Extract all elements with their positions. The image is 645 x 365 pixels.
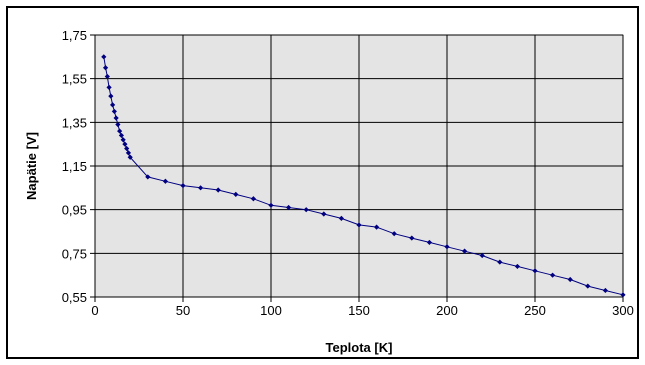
data-point-42 bbox=[602, 287, 608, 294]
data-point-12 bbox=[122, 141, 128, 147]
data-point-23 bbox=[268, 202, 274, 208]
data-point-10 bbox=[118, 132, 124, 139]
data-points bbox=[101, 54, 626, 298]
x-axis-title: Teplota [K] bbox=[326, 340, 393, 355]
data-point-37 bbox=[514, 263, 520, 270]
data-point-4 bbox=[108, 93, 114, 99]
data-point-20 bbox=[215, 187, 221, 193]
data-point-43 bbox=[620, 292, 626, 298]
data-point-32 bbox=[426, 239, 432, 246]
data-point-15 bbox=[127, 154, 133, 160]
data-point-7 bbox=[113, 115, 119, 121]
x-tick-label-6: 300 bbox=[612, 303, 634, 318]
data-point-1 bbox=[102, 65, 109, 71]
data-point-17 bbox=[162, 178, 168, 184]
grid-lines bbox=[90, 34, 624, 302]
data-point-2 bbox=[104, 73, 110, 80]
data-point-24 bbox=[286, 204, 292, 211]
x-tick-label-1: 50 bbox=[176, 303, 190, 318]
data-point-29 bbox=[374, 224, 380, 230]
data-point-18 bbox=[180, 183, 186, 189]
data-point-11 bbox=[120, 137, 126, 143]
data-point-13 bbox=[124, 145, 130, 152]
y-tick-label-0: 0,55 bbox=[62, 290, 87, 305]
data-point-39 bbox=[550, 272, 556, 278]
data-point-22 bbox=[250, 196, 256, 202]
x-tick-label-4: 200 bbox=[436, 303, 458, 318]
x-tick-labels: 0 50 100 150 200 250 300 bbox=[91, 303, 633, 318]
data-point-27 bbox=[338, 215, 344, 221]
data-point-28 bbox=[356, 222, 362, 228]
x-tick-label-2: 100 bbox=[260, 303, 282, 318]
x-tick-label-5: 250 bbox=[524, 303, 546, 318]
y-tick-label-6: 1,75 bbox=[62, 28, 87, 43]
y-tick-label-3: 1,15 bbox=[62, 159, 87, 174]
data-point-26 bbox=[321, 211, 327, 217]
data-point-14 bbox=[125, 150, 132, 156]
data-point-31 bbox=[409, 235, 415, 241]
data-point-40 bbox=[567, 276, 573, 283]
data-point-33 bbox=[444, 244, 450, 250]
data-point-8 bbox=[115, 121, 121, 128]
y-tick-label-1: 0,75 bbox=[62, 246, 87, 261]
data-point-6 bbox=[111, 108, 117, 115]
data-point-5 bbox=[110, 102, 116, 108]
data-point-25 bbox=[303, 207, 309, 213]
data-point-0 bbox=[101, 54, 107, 60]
y-tick-labels: 0,55 0,75 0,95 1,15 1,35 1,55 1,75 bbox=[62, 28, 87, 305]
x-tick-label-3: 150 bbox=[348, 303, 370, 318]
data-point-41 bbox=[585, 283, 591, 289]
y-tick-label-4: 1,35 bbox=[62, 115, 87, 130]
y-tick-label-2: 0,95 bbox=[62, 203, 87, 218]
data-point-38 bbox=[532, 268, 538, 274]
y-axis-title: Napätie [V] bbox=[24, 132, 39, 200]
y-tick-label-5: 1,55 bbox=[62, 72, 87, 87]
data-point-9 bbox=[117, 128, 123, 134]
x-tick-label-0: 0 bbox=[91, 303, 98, 318]
data-point-19 bbox=[198, 185, 204, 191]
data-point-3 bbox=[106, 84, 112, 90]
data-point-36 bbox=[497, 259, 503, 265]
data-point-21 bbox=[233, 191, 239, 197]
data-point-34 bbox=[462, 248, 468, 254]
data-point-30 bbox=[391, 231, 397, 237]
data-point-16 bbox=[145, 174, 151, 180]
data-point-35 bbox=[479, 252, 485, 259]
